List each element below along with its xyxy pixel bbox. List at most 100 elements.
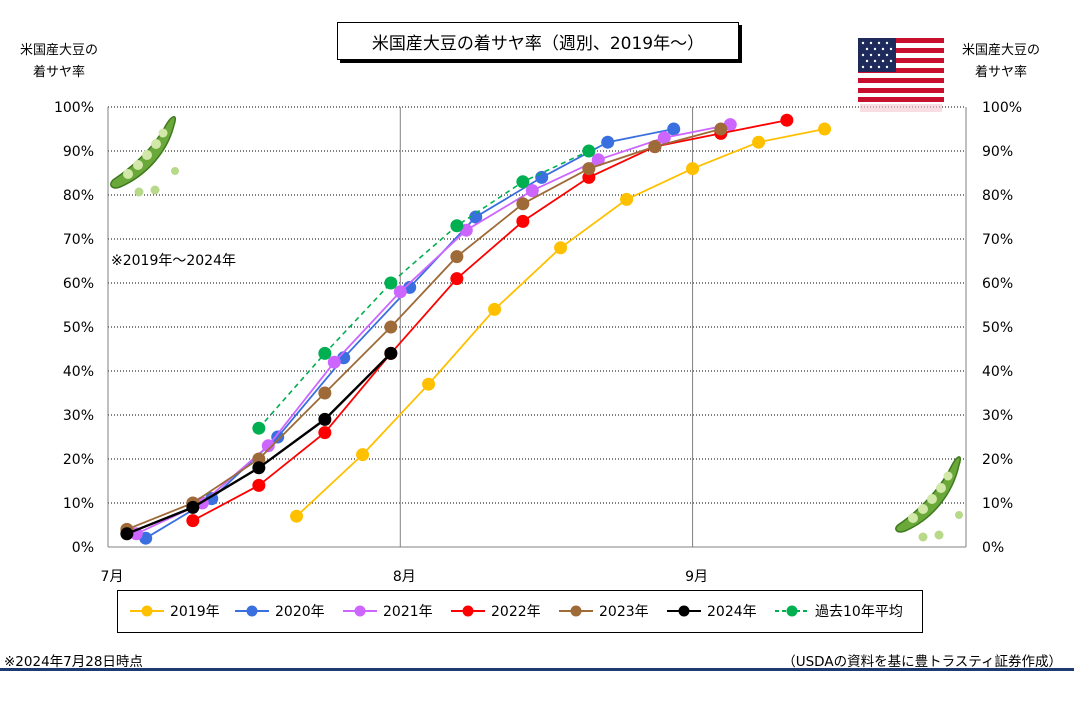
data-point bbox=[780, 113, 794, 127]
data-point bbox=[422, 377, 436, 391]
data-point bbox=[120, 527, 134, 541]
legend-item: 2023年 bbox=[559, 604, 649, 620]
source-note: （USDAの資料を基に豊トラスティ証券作成） bbox=[782, 654, 1062, 670]
legend-swatch-marker bbox=[246, 605, 258, 617]
us-flag-icon bbox=[858, 38, 944, 112]
data-point bbox=[318, 412, 332, 426]
legend-item: 過去10年平均 bbox=[775, 604, 903, 620]
legend-label: 2020年 bbox=[275, 604, 325, 620]
data-point bbox=[186, 514, 200, 528]
chart-annotation: ※2019年～2024年 bbox=[111, 253, 236, 269]
legend-swatch-marker bbox=[570, 605, 582, 617]
series-2024年 bbox=[120, 346, 398, 541]
data-point bbox=[384, 320, 398, 334]
series-過去10年平均 bbox=[252, 144, 596, 435]
legend-swatch-marker bbox=[141, 605, 153, 617]
legend-item: 2019年 bbox=[130, 604, 220, 620]
data-point bbox=[657, 131, 671, 145]
series-2019年 bbox=[290, 122, 832, 523]
data-point bbox=[318, 386, 332, 400]
data-point bbox=[450, 272, 464, 286]
data-point bbox=[686, 162, 700, 176]
data-point bbox=[818, 122, 832, 136]
y-tick-label-right: 40% bbox=[982, 364, 1013, 380]
y-tick-label-left: 50% bbox=[63, 320, 94, 336]
data-point bbox=[327, 355, 341, 369]
footer-divider bbox=[0, 668, 1074, 671]
data-point bbox=[384, 276, 398, 290]
data-point bbox=[516, 197, 530, 211]
y-tick-label-left: 90% bbox=[63, 144, 94, 160]
y-tick-label-right: 30% bbox=[982, 408, 1013, 424]
data-point bbox=[620, 192, 634, 206]
legend-swatch-marker bbox=[354, 605, 366, 617]
chart-title: 米国産大豆の着サヤ率（週別、2019年～） bbox=[337, 22, 739, 60]
legend-item: 2021年 bbox=[343, 604, 433, 620]
data-point bbox=[252, 478, 266, 492]
data-point bbox=[535, 170, 549, 184]
data-point bbox=[252, 461, 266, 475]
x-tick-label: 9月 bbox=[685, 569, 708, 585]
data-point bbox=[450, 250, 464, 264]
y-tick-label-left: 100% bbox=[54, 100, 94, 116]
y-tick-label-left: 60% bbox=[63, 276, 94, 292]
legend-item: 2020年 bbox=[235, 604, 325, 620]
as-of-note: ※2024年7月28日時点 bbox=[4, 654, 143, 670]
y-tick-label-right: 90% bbox=[982, 144, 1013, 160]
chart-legend: 2019年 2020年 2021年 2022年 2023年 2024年 過去10年平均 bbox=[117, 590, 923, 633]
x-tick-label: 7月 bbox=[101, 569, 124, 585]
legend-label: 過去10年平均 bbox=[815, 604, 903, 620]
y-tick-label-right: 50% bbox=[982, 320, 1013, 336]
data-point bbox=[516, 214, 530, 228]
series-layer bbox=[120, 113, 832, 545]
y-tick-label-right: 20% bbox=[982, 452, 1013, 468]
data-point bbox=[582, 162, 596, 176]
data-point bbox=[488, 302, 502, 316]
legend-items: 2019年 2020年 2021年 2022年 2023年 2024年 過去10年平均 bbox=[130, 604, 903, 620]
x-tick-label: 8月 bbox=[393, 569, 416, 585]
y-tick-label-right: 100% bbox=[982, 100, 1022, 116]
data-point bbox=[252, 421, 266, 435]
y-tick-label-right: 80% bbox=[982, 188, 1013, 204]
data-point bbox=[290, 509, 304, 523]
y-tick-label-right: 10% bbox=[982, 496, 1013, 512]
data-point bbox=[384, 346, 398, 360]
legend-label: 2021年 bbox=[383, 604, 433, 620]
data-point bbox=[752, 135, 766, 149]
data-point bbox=[261, 439, 275, 453]
y-tick-label-right: 70% bbox=[982, 232, 1013, 248]
data-point bbox=[525, 184, 539, 198]
data-point bbox=[450, 219, 464, 233]
y-tick-label-left: 10% bbox=[63, 496, 94, 512]
data-point bbox=[318, 346, 332, 360]
data-point bbox=[271, 430, 285, 444]
data-point bbox=[554, 241, 568, 255]
series-line bbox=[126, 128, 722, 531]
y-tick-label-right: 0% bbox=[982, 540, 1004, 556]
data-point bbox=[516, 175, 530, 189]
y-tick-label-left: 30% bbox=[63, 408, 94, 424]
legend-label: 2023年 bbox=[599, 604, 649, 620]
y-tick-label-right: 60% bbox=[982, 276, 1013, 292]
data-point bbox=[186, 500, 200, 514]
series-line bbox=[258, 150, 590, 429]
y-tick-label-left: 80% bbox=[63, 188, 94, 204]
pea-pod-icon bbox=[110, 116, 179, 197]
data-point bbox=[667, 122, 681, 136]
data-point bbox=[648, 140, 662, 154]
series-line bbox=[192, 119, 788, 522]
y-axis-title-right: 米国産大豆の 着サヤ率 bbox=[961, 43, 1040, 80]
legend-swatch-marker bbox=[462, 605, 474, 617]
data-point bbox=[714, 122, 728, 136]
data-point bbox=[591, 153, 605, 167]
legend-label: 2022年 bbox=[491, 604, 541, 620]
y-axis-title-left: 米国産大豆の 着サヤ率 bbox=[19, 43, 98, 80]
data-point bbox=[469, 210, 483, 224]
data-point bbox=[393, 285, 407, 299]
data-point bbox=[318, 426, 332, 440]
pea-pod-icon bbox=[895, 456, 963, 542]
data-point bbox=[601, 135, 615, 149]
data-point bbox=[356, 448, 370, 462]
data-point bbox=[582, 144, 596, 158]
